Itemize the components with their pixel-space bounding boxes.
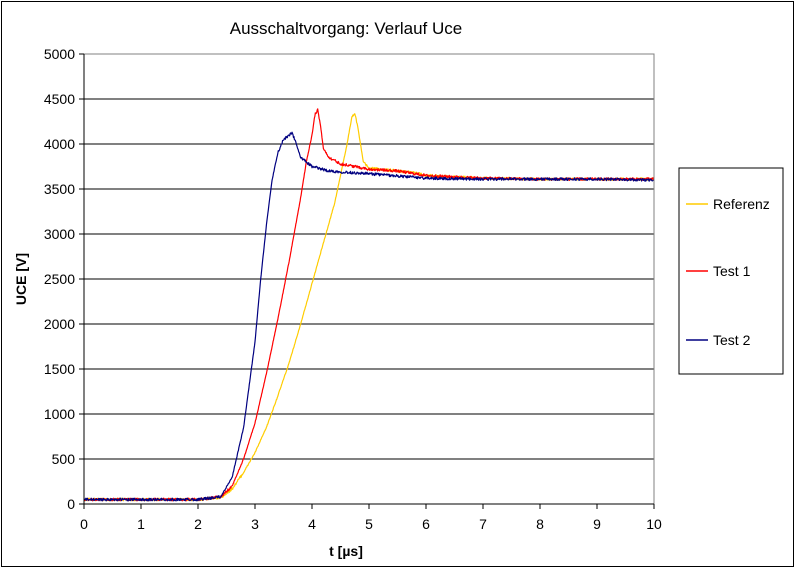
y-tick-label: 3000 — [44, 226, 75, 242]
y-tick-label: 0 — [67, 496, 75, 512]
y-tick-label: 500 — [52, 451, 76, 467]
x-tick-label: 5 — [365, 516, 373, 532]
legend-item-test-1: Test 1 — [686, 263, 751, 279]
gridlines — [84, 98, 654, 460]
x-tick-label: 1 — [137, 516, 145, 532]
axes — [79, 53, 655, 509]
legend-item-referenz: Referenz — [686, 196, 770, 212]
legend: Referenz Test 1 Test 2 — [678, 167, 784, 375]
x-tick-label: 2 — [194, 516, 202, 532]
y-tick-label: 4500 — [44, 91, 75, 107]
chart-title: Ausschaltvorgang: Verlauf Uce — [230, 19, 462, 38]
y-tick-label: 1500 — [44, 361, 75, 377]
x-tick-label: 4 — [308, 516, 316, 532]
y-tick-label: 5000 — [44, 46, 75, 62]
legend-label: Test 1 — [713, 263, 751, 279]
y-tick-label: 2500 — [44, 271, 75, 287]
y-tick-label: 2000 — [44, 316, 75, 332]
series-lines — [83, 108, 655, 502]
x-tick-label: 7 — [479, 516, 487, 532]
legend-item-test-2: Test 2 — [686, 332, 751, 348]
x-tick-label: 6 — [422, 516, 430, 532]
legend-label: Test 2 — [713, 332, 751, 348]
x-tick-label: 8 — [536, 516, 544, 532]
legend-label: Referenz — [713, 196, 770, 212]
tick-labels: 0 500 1000 1500 2000 2500 3000 3500 4000 4500 5000… — [44, 46, 662, 532]
y-tick-label: 3500 — [44, 181, 75, 197]
y-axis-title: UCE [V] — [13, 253, 29, 305]
series-line-test-2 — [83, 131, 655, 502]
x-tick-label: 3 — [251, 516, 259, 532]
y-tick-label: 4000 — [44, 136, 75, 152]
x-tick-label: 0 — [80, 516, 88, 532]
x-tick-label: 10 — [646, 516, 662, 532]
x-tick-label: 9 — [593, 516, 601, 532]
y-tick-label: 1000 — [44, 406, 75, 422]
x-axis-title: t [µs] — [329, 543, 363, 559]
